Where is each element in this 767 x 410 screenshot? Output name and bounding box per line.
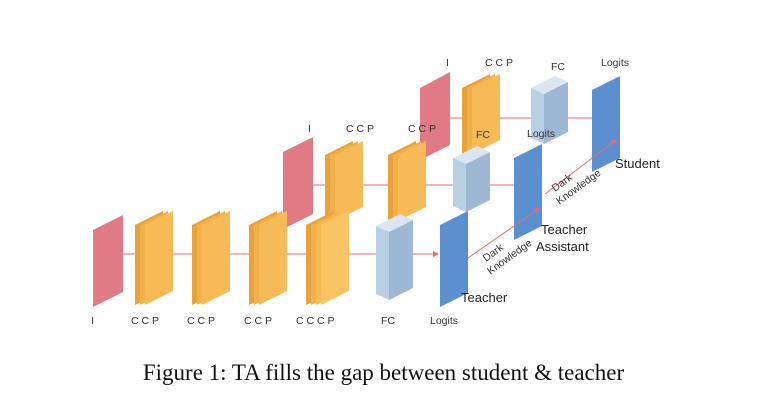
- ta-ccp-label-1: C C P: [346, 123, 374, 135]
- ta-role-label-line1: Teacher: [541, 222, 588, 237]
- ta-role-label-line2: Assistant: [536, 239, 589, 254]
- student-input-block: [420, 72, 450, 160]
- student-fc-block: [531, 76, 568, 144]
- student-conv-block: [462, 74, 500, 154]
- teacher-ccp-label-3: C C P: [244, 315, 272, 327]
- teacher-logits-block: [440, 211, 468, 307]
- student-network: [420, 72, 620, 172]
- student-logits-block: [592, 76, 620, 172]
- ta-conv-block-2: [388, 141, 426, 221]
- student-input-label: I: [446, 57, 449, 69]
- student-role-label: Student: [615, 156, 660, 171]
- ta-ccp-label-2: C C P: [408, 123, 436, 135]
- dark-knowledge-connector-upper: [544, 139, 617, 195]
- ta-logits-block: [514, 144, 542, 240]
- student-ccp-label: C C P: [485, 57, 513, 69]
- teacher-input-block: [93, 215, 123, 307]
- teacher-ccp-label-2: C C P: [187, 315, 215, 327]
- teacher-logits-label: Logits: [430, 315, 458, 327]
- ta-logits-label: Logits: [527, 128, 555, 140]
- teacher-cccp-label: C C C P: [296, 315, 335, 327]
- teacher-conv-block-2: [192, 211, 230, 305]
- teacher-ccp-label-1: C C P: [131, 315, 159, 327]
- teacher-input-label: I: [91, 315, 94, 327]
- figure-caption: Figure 1: TA fills the gap between stude…: [142, 360, 625, 385]
- ta-input-block: [283, 137, 313, 229]
- ta-network: [283, 137, 542, 240]
- teacher-conv-block-4: [306, 211, 349, 305]
- teacher-conv-block-3: [249, 211, 287, 305]
- ta-fc-label: FC: [476, 129, 490, 141]
- teacher-conv-block-1: [135, 211, 173, 305]
- ta-input-label: I: [308, 123, 311, 135]
- teacher-network: [93, 211, 468, 307]
- student-logits-label: Logits: [601, 57, 629, 69]
- teacher-role-label: Teacher: [461, 290, 508, 305]
- student-fc-label: FC: [551, 61, 565, 73]
- teacher-fc-block: [376, 214, 413, 300]
- teacher-fc-label: FC: [381, 315, 395, 327]
- dark-knowledge-connector-lower: [467, 207, 541, 259]
- ta-fc-block: [453, 146, 490, 212]
- ta-conv-block-1: [325, 141, 363, 221]
